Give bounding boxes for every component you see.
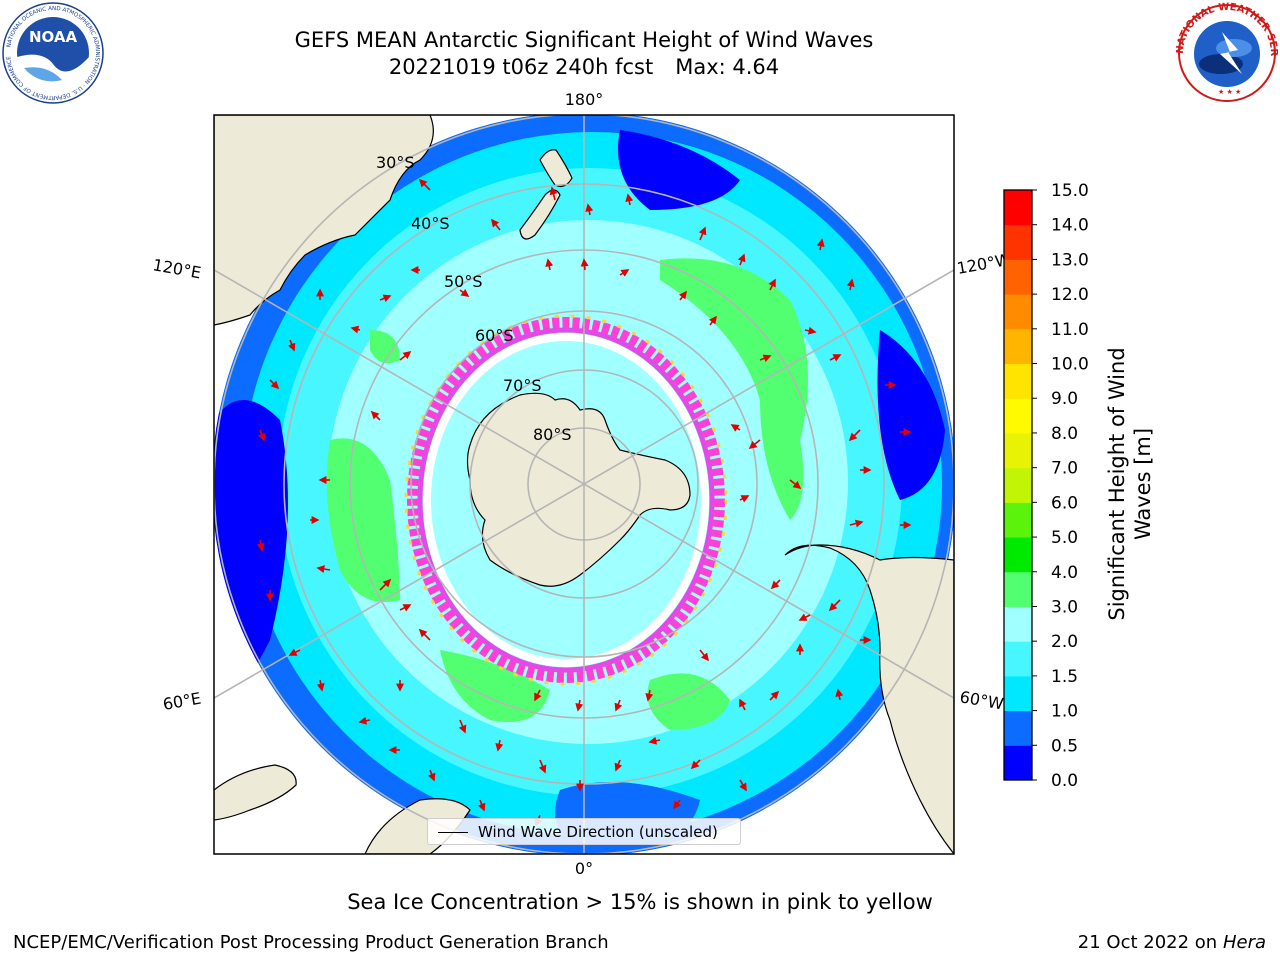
colorbar-tick-label: 12.0: [1051, 285, 1089, 305]
lon-label-120E: 120°E: [151, 255, 202, 282]
latitude-labels: 30°S 40°S 50°S 60°S 70°S 80°S: [376, 153, 572, 444]
chart-title: GEFS MEAN Antarctic Significant Height o…: [294, 28, 874, 52]
credit-left: NCEP/EMC/Verification Post Processing Pr…: [13, 932, 609, 953]
colorbar-tick-label: 1.0: [1051, 702, 1078, 722]
map-frame: [213, 114, 955, 855]
colorbar-segment: [1004, 190, 1032, 226]
colorbar-frame: [1003, 189, 1033, 781]
colorbar-tick-label: 8.0: [1051, 424, 1078, 444]
colorbar-tick-label: 3.0: [1051, 597, 1078, 617]
map-legend: Wind Wave Direction (unscaled): [427, 818, 741, 845]
lat-label-30S: 30°S: [376, 153, 415, 172]
chart-subtitle: 20221019 t06z 240h fcst Max: 4.64: [184, 54, 984, 81]
max-value-label: Max: 4.64: [675, 55, 780, 79]
lat-label-50S: 50°S: [444, 272, 483, 291]
lon-label-60W: 60°W: [958, 687, 1005, 713]
colorbar-segment: [1004, 398, 1032, 434]
colorbar-tick-label: 15.0: [1051, 181, 1089, 201]
colorbar-tick-label: 4.0: [1051, 563, 1078, 583]
credit-date: 21 Oct 2022 on: [1077, 932, 1218, 953]
colorbar-segment: [1004, 502, 1032, 538]
lon-label-60E: 60°E: [161, 689, 202, 714]
legend-label: Wind Wave Direction (unscaled): [478, 823, 718, 841]
lat-label-60S: 60°S: [475, 326, 514, 345]
lat-label-80S: 80°S: [533, 425, 572, 444]
colorbar-segment: [1004, 467, 1032, 503]
colorbar-segment: [1004, 294, 1032, 330]
map-area: 30°S 40°S 50°S 60°S 70°S 80°S: [214, 115, 954, 854]
colorbar-tick-label: 1.5: [1051, 667, 1078, 687]
colorbar-tick-label: 13.0: [1051, 250, 1089, 270]
colorbar-tick-label: 6.0: [1051, 493, 1078, 513]
wave-field-3-4m-south: [440, 650, 550, 722]
lat-label-70S: 70°S: [503, 376, 542, 395]
colorbar-segment: [1004, 432, 1032, 469]
colorbar-segment: [1004, 259, 1032, 295]
colorbar-segment: [1004, 537, 1032, 573]
colorbar-tick-label: 0.5: [1051, 736, 1078, 756]
colorbar-segment: [1004, 224, 1032, 260]
colorbar-segment: [1004, 641, 1032, 677]
colorbar-segment: [1004, 363, 1032, 399]
colorbar-segment: [1004, 745, 1032, 781]
colorbar-tick-label: 5.0: [1051, 528, 1078, 548]
wave-field-low-east: [877, 330, 945, 500]
wave-field-3-4m-southeast: [647, 673, 730, 730]
svg-text:★ ★ ★: ★ ★ ★: [1218, 88, 1241, 96]
land-south-america: [784, 544, 954, 854]
wind-wave-arrows: [256, 178, 912, 827]
colorbar-segment: [1004, 710, 1032, 746]
land-new-zealand-north: [539, 149, 573, 188]
lon-label-0: 0°: [575, 859, 593, 878]
colorbar-segment: [1004, 675, 1032, 712]
forecast-run-label: 20221019 t06z 240h fcst: [388, 55, 654, 79]
colorbar-tick-label: 11.0: [1051, 320, 1089, 340]
sea-ice-edge: [404, 314, 728, 686]
credit-right: 21 Oct 2022 on Hera: [1078, 932, 1266, 953]
colorbar-tick-label: 7.0: [1051, 459, 1078, 479]
colorbar-tick-label: 14.0: [1051, 216, 1089, 236]
legend-line-sample: [438, 832, 468, 833]
colorbar-tick-label: 2.0: [1051, 632, 1078, 652]
colorbar-tick-label: 9.0: [1051, 389, 1078, 409]
colorbar-tick-label: 0.0: [1051, 771, 1078, 791]
colorbar-label-line2: Waves [m]: [1131, 428, 1155, 540]
wave-field-3-4m-east: [660, 258, 808, 520]
colorbar-tick-label: 10.0: [1051, 355, 1089, 375]
sea-ice-note: Sea Ice Concentration > 15% is shown in …: [347, 890, 933, 914]
noaa-logo-text: NOAA: [29, 28, 78, 46]
meridian-60E-120W: [214, 269, 954, 699]
land-antarctica: [466, 392, 691, 587]
colorbar-segment: [1004, 606, 1032, 642]
colorbar: 0.0 0.5 1.0 1.5 2.0 3.0 4.0 5.0 6.0 7.0 8.0 9.0 10.0…: [1003, 181, 1089, 791]
land-new-zealand-south: [519, 189, 561, 240]
colorbar-label-line1: Significant Height of Wind: [1105, 347, 1129, 620]
lat-label-40S: 40°S: [411, 214, 450, 233]
nws-logo: NATIONAL WEATHER SERVICE ★ ★ ★: [1176, 2, 1278, 102]
credit-host: Hera: [1222, 932, 1266, 953]
noaa-logo: NATIONAL OCEANIC AND ATMOSPHERIC ADMINIS…: [2, 2, 104, 104]
colorbar-segment: [1004, 571, 1032, 607]
graticule: [214, 115, 954, 854]
lon-label-180: 180°: [565, 90, 604, 109]
wave-field-3-4m-west: [326, 438, 400, 602]
wave-field-low-north: [618, 130, 740, 210]
colorbar-segment: [1004, 328, 1032, 365]
land-africa-tip: [214, 764, 297, 821]
